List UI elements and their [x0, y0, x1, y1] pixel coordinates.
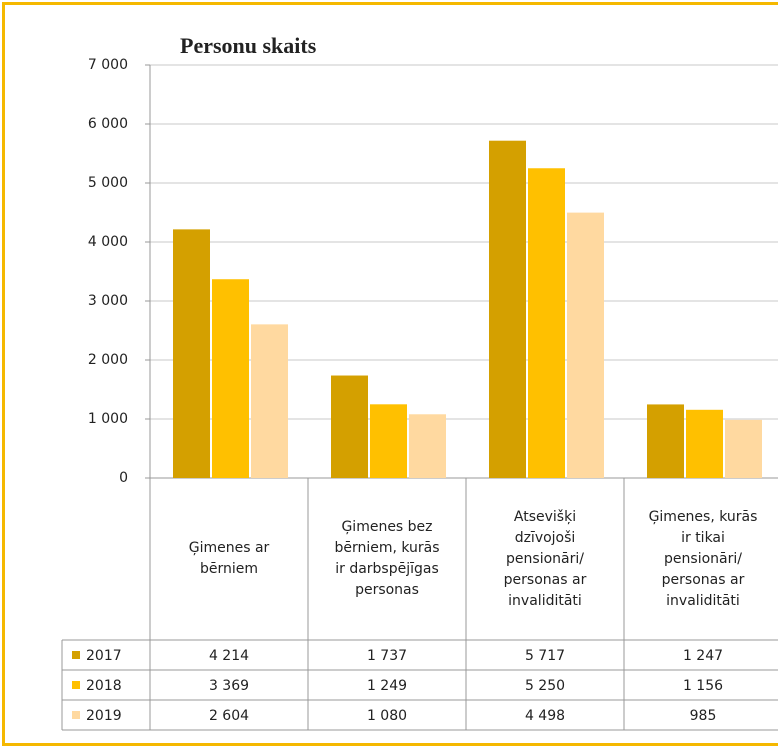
- bar: [212, 279, 249, 478]
- y-tick-label: 0: [119, 470, 128, 486]
- y-tick-label: 3 000: [88, 293, 128, 309]
- bar: [528, 168, 565, 478]
- bar: [173, 229, 210, 478]
- table-value: 1 249: [367, 678, 407, 694]
- bar: [251, 324, 288, 478]
- legend-label: 2018: [86, 678, 122, 694]
- table-value: 1 080: [367, 708, 407, 724]
- category-label: Ģimenes ar bērniem: [188, 540, 270, 577]
- y-tick-label: 7 000: [88, 57, 128, 73]
- y-tick-label: 5 000: [88, 175, 128, 191]
- bar: [725, 419, 762, 478]
- table-value: 4 214: [209, 648, 249, 664]
- table-value: 985: [690, 708, 717, 724]
- y-tick-label: 2 000: [88, 352, 128, 368]
- table-value: 1 156: [683, 678, 723, 694]
- bar: [567, 212, 604, 479]
- bar: [489, 140, 526, 478]
- legend-swatch: [72, 651, 80, 659]
- category-label: Ģimenes, kurās ir tikai pensionāri/ pers…: [648, 508, 758, 609]
- table-value: 1 737: [367, 648, 407, 664]
- legend-swatch: [72, 711, 80, 719]
- bar: [647, 404, 684, 478]
- table-value: 5 717: [525, 648, 565, 664]
- bar: [370, 404, 407, 478]
- bar: [331, 375, 368, 478]
- bar: [686, 409, 723, 478]
- category-label: Atsevišķi dzīvojoši pensionāri/ personas…: [503, 508, 587, 609]
- table-value: 1 247: [683, 648, 723, 664]
- category-label: Ģimenes bez bērniem, kurās ir darbspējīg…: [334, 519, 440, 598]
- legend-swatch: [72, 681, 80, 689]
- legend-label: 2017: [86, 648, 122, 664]
- table-value: 4 498: [525, 708, 565, 724]
- y-tick-label: 4 000: [88, 234, 128, 250]
- chart-title: Personu skaits: [180, 33, 317, 58]
- y-tick-label: 1 000: [88, 411, 128, 427]
- y-tick-label: 6 000: [88, 116, 128, 132]
- table-value: 5 250: [525, 678, 565, 694]
- table-value: 2 604: [209, 708, 249, 724]
- bar: [409, 414, 446, 478]
- legend-label: 2019: [86, 708, 122, 724]
- table-value: 3 369: [209, 678, 249, 694]
